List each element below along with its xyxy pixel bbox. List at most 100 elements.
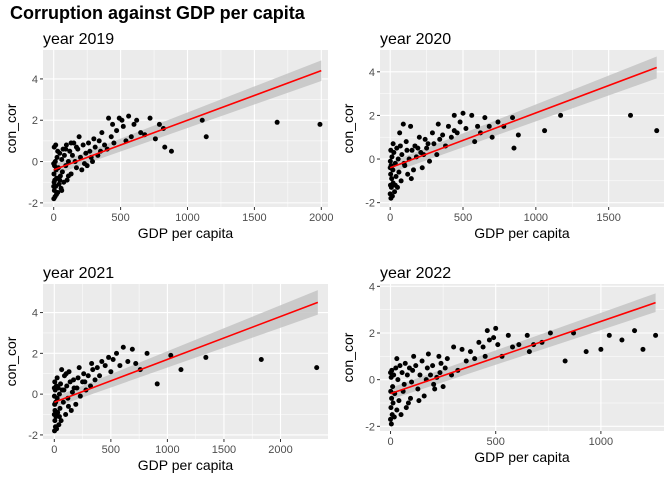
y-tick-label: 0 — [32, 157, 38, 169]
data-point — [134, 117, 140, 123]
data-point — [65, 173, 71, 179]
data-point — [475, 123, 481, 129]
data-point — [403, 139, 409, 145]
data-point — [54, 375, 60, 381]
data-point — [116, 115, 122, 121]
data-point — [408, 123, 414, 129]
data-point — [81, 371, 87, 377]
y-tick-label: 4 — [369, 67, 375, 79]
data-point — [96, 138, 102, 144]
data-point — [632, 328, 638, 334]
panel-title: year 2019 — [43, 31, 114, 48]
confidence-band — [390, 56, 657, 174]
data-point — [56, 391, 62, 397]
data-point — [82, 379, 88, 385]
x-axis-title: GDP per capita — [138, 225, 234, 241]
data-point — [90, 367, 96, 373]
data-point — [51, 196, 57, 202]
x-tick-label: 0 — [51, 212, 57, 224]
data-point — [482, 353, 488, 359]
data-point — [395, 156, 401, 162]
data-point — [52, 407, 58, 413]
data-point — [57, 173, 63, 179]
data-point — [397, 143, 403, 149]
x-axis-title: GDP per capita — [474, 225, 570, 241]
data-point — [388, 416, 394, 422]
data-point — [144, 350, 150, 356]
data-point — [128, 134, 134, 140]
data-point — [65, 159, 71, 165]
data-point — [52, 418, 58, 424]
data-point — [459, 346, 465, 352]
data-point — [154, 381, 160, 387]
data-point — [61, 179, 67, 185]
data-point — [75, 375, 81, 381]
confidence-band — [53, 60, 322, 175]
regression-line — [390, 301, 656, 395]
data-point — [619, 337, 625, 343]
data-point — [99, 130, 105, 136]
data-point — [542, 128, 548, 134]
data-point — [400, 121, 406, 127]
data-point — [424, 365, 430, 371]
data-point — [486, 337, 492, 343]
x-tick-label: 1500 — [242, 212, 266, 224]
data-point — [388, 370, 394, 376]
data-point — [451, 112, 457, 118]
data-point — [558, 112, 564, 118]
data-point — [60, 399, 66, 405]
data-point — [445, 123, 451, 129]
data-point — [63, 142, 69, 148]
data-point — [133, 361, 139, 367]
data-point — [427, 158, 433, 164]
data-point — [547, 330, 553, 336]
x-axis-title: GDP per capita — [474, 449, 570, 465]
data-point — [81, 161, 87, 167]
data-point — [162, 144, 168, 150]
data-point — [59, 169, 65, 175]
data-point — [258, 356, 264, 362]
data-point — [399, 152, 405, 158]
data-point — [387, 182, 393, 188]
y-axis-title: con_cor — [3, 336, 19, 386]
y-tick-label: -2 — [28, 198, 38, 210]
data-point — [460, 110, 466, 116]
data-point — [397, 363, 403, 369]
data-point — [67, 148, 73, 154]
data-point — [409, 147, 415, 153]
data-point — [510, 115, 516, 121]
regression-line — [54, 301, 319, 404]
y-tick-label: 4 — [32, 74, 38, 86]
data-point — [89, 361, 95, 367]
data-point — [405, 400, 411, 406]
data-point — [419, 358, 425, 364]
data-point — [463, 358, 469, 364]
data-point — [106, 354, 112, 360]
x-tick-label: 1000 — [524, 212, 548, 224]
x-tick-label: 2000 — [309, 212, 333, 224]
data-point — [52, 424, 58, 430]
data-point — [410, 367, 416, 373]
data-point — [444, 356, 450, 362]
data-point — [511, 145, 517, 151]
data-point — [404, 147, 410, 153]
data-point — [389, 412, 395, 418]
chart-panel-3: 0 500 1000 1500 2000 -2 0 2 4 year 2021 GDP per ca… — [3, 265, 328, 473]
data-point — [125, 359, 131, 364]
data-point — [390, 384, 396, 390]
y-tick-label: -2 — [365, 421, 375, 433]
main-title: Corruption against GDP per capita — [10, 3, 305, 23]
data-point — [51, 161, 57, 167]
data-point — [398, 412, 404, 418]
data-point — [435, 121, 441, 127]
data-point — [92, 377, 98, 383]
data-point — [395, 377, 401, 383]
data-point — [317, 121, 323, 127]
data-point — [110, 356, 116, 362]
data-point — [203, 354, 209, 360]
x-axis-title: GDP per capita — [138, 457, 234, 473]
data-point — [90, 159, 96, 165]
data-point — [108, 369, 114, 375]
data-point — [482, 115, 488, 121]
data-point — [52, 401, 58, 407]
